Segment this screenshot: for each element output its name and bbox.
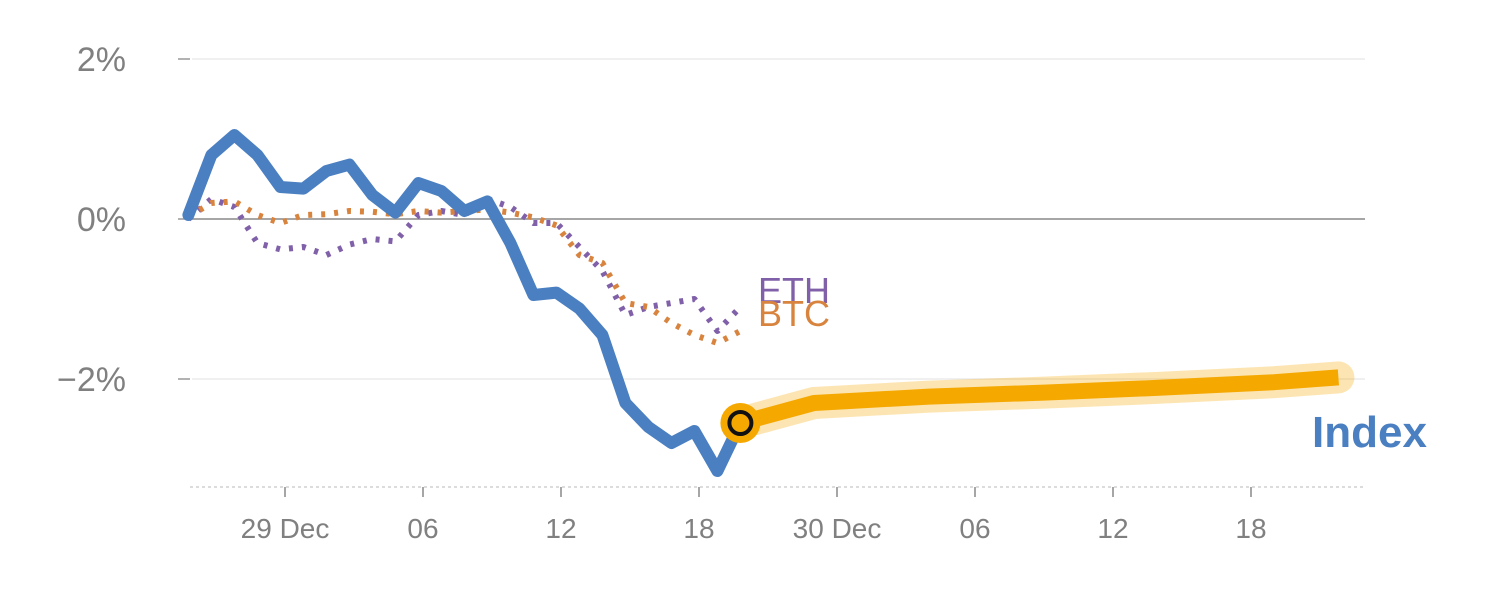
grid-layer: 2% 0% −2% (57, 41, 1365, 399)
y-tick-label: −2% (57, 361, 126, 399)
x-axis: 29 Dec 06 12 18 30 Dec 06 12 18 (190, 486, 1365, 544)
eth-series-label: ETH (758, 270, 830, 311)
btc-series-label: BTC (758, 293, 830, 334)
btc-series-line (186, 198, 742, 346)
x-tick-label: 06 (407, 513, 438, 544)
y-tick-label: 0% (77, 201, 126, 239)
x-tick-label: 12 (1097, 513, 1128, 544)
x-tick-label: 29 Dec (241, 513, 330, 544)
series-layer (182, 129, 1355, 477)
x-tick-label: 18 (683, 513, 714, 544)
x-tick-label: 18 (1235, 513, 1266, 544)
x-tick-label: 12 (545, 513, 576, 544)
index-series-label: Index (1312, 408, 1427, 457)
current-value-marker (727, 410, 754, 436)
y-tick-label: 2% (77, 41, 126, 79)
x-tick-label: 06 (959, 513, 990, 544)
index-series-line (182, 129, 747, 477)
forecast-line (738, 369, 1339, 431)
x-tick-label: 30 Dec (793, 513, 882, 544)
